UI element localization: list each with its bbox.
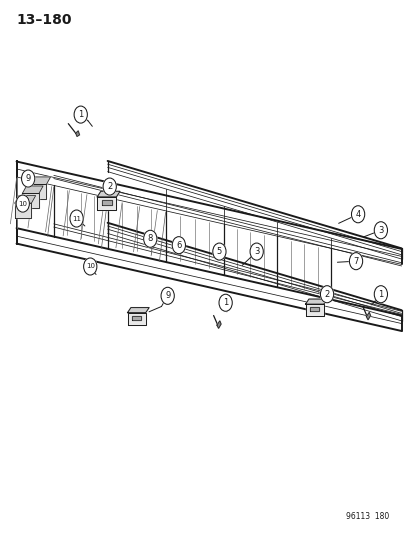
Polygon shape xyxy=(366,312,370,320)
Text: 4: 4 xyxy=(355,210,360,219)
Circle shape xyxy=(373,222,387,239)
Polygon shape xyxy=(305,299,326,304)
Text: 11: 11 xyxy=(72,215,81,222)
Text: 7: 7 xyxy=(353,257,358,265)
Circle shape xyxy=(218,294,232,311)
Circle shape xyxy=(320,286,333,303)
Text: 9: 9 xyxy=(165,292,170,300)
Circle shape xyxy=(74,106,87,123)
Circle shape xyxy=(249,243,263,260)
Text: 10: 10 xyxy=(85,263,95,270)
Circle shape xyxy=(161,287,174,304)
Polygon shape xyxy=(102,200,112,205)
Circle shape xyxy=(16,195,29,212)
Polygon shape xyxy=(127,308,149,313)
Circle shape xyxy=(70,210,83,227)
Polygon shape xyxy=(76,131,79,136)
Text: 2: 2 xyxy=(107,182,112,191)
Text: 5: 5 xyxy=(216,247,221,256)
Polygon shape xyxy=(15,203,31,218)
Circle shape xyxy=(351,206,364,223)
Text: 1: 1 xyxy=(377,290,382,298)
Circle shape xyxy=(172,237,185,254)
Text: 9: 9 xyxy=(26,174,31,183)
Circle shape xyxy=(143,230,157,247)
Polygon shape xyxy=(22,186,43,193)
Polygon shape xyxy=(127,313,145,325)
Text: 3: 3 xyxy=(377,226,382,235)
Text: 8: 8 xyxy=(147,235,152,243)
Text: 1: 1 xyxy=(223,298,228,307)
Circle shape xyxy=(212,243,225,260)
Polygon shape xyxy=(97,197,116,211)
Polygon shape xyxy=(30,184,46,199)
Text: 10: 10 xyxy=(18,200,27,207)
Polygon shape xyxy=(216,321,221,328)
Polygon shape xyxy=(22,193,39,208)
Polygon shape xyxy=(132,316,141,320)
Text: 13–180: 13–180 xyxy=(17,13,72,27)
Polygon shape xyxy=(97,191,120,197)
Polygon shape xyxy=(309,307,318,311)
Text: 2: 2 xyxy=(324,290,329,298)
Circle shape xyxy=(103,178,116,195)
Polygon shape xyxy=(30,177,50,184)
Text: 3: 3 xyxy=(254,247,259,256)
Text: 96113  180: 96113 180 xyxy=(345,512,388,521)
Polygon shape xyxy=(15,196,36,203)
Text: 1: 1 xyxy=(78,110,83,119)
Polygon shape xyxy=(305,304,323,316)
Circle shape xyxy=(83,258,97,275)
Text: 6: 6 xyxy=(176,241,181,249)
Circle shape xyxy=(373,286,387,303)
Circle shape xyxy=(21,170,35,187)
Circle shape xyxy=(349,253,362,270)
